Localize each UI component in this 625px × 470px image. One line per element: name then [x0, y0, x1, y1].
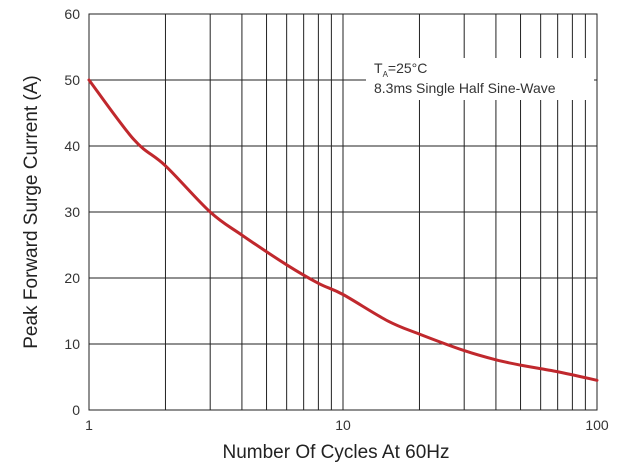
annotation-line-2: 8.3ms Single Half Sine-Wave: [374, 80, 556, 96]
y-tick-label: 0: [72, 402, 80, 418]
y-axis-label: Peak Forward Surge Current (A): [21, 75, 42, 349]
annotation-symbol: T: [374, 60, 383, 76]
x-tick-label: 1: [85, 417, 93, 433]
x-tick-label: 100: [585, 417, 609, 433]
y-tick-label: 10: [64, 336, 80, 352]
x-axis-label: Number Of Cycles At 60Hz: [222, 442, 449, 463]
y-tick-label: 60: [64, 6, 80, 22]
y-tick-label: 50: [64, 72, 80, 88]
annotation-line-1: TA=25°C: [374, 60, 427, 79]
annotation-background: [366, 58, 594, 100]
surge-current-line: [87, 78, 599, 382]
y-tick-label: 20: [64, 270, 80, 286]
series-layer: [87, 78, 599, 382]
y-tick-label: 30: [64, 204, 80, 220]
annotation-box: TA=25°C 8.3ms Single Half Sine-Wave: [366, 58, 594, 100]
x-tick-label: 10: [335, 417, 351, 433]
plot-frame: [88, 13, 598, 411]
annotation-temperature: =25°C: [388, 60, 427, 76]
y-tick-labels: 0 10 20 30 40 50 60: [64, 6, 80, 418]
annotation-subscript: A: [383, 70, 389, 79]
x-tick-labels: 1 10 100: [85, 417, 609, 433]
y-tick-label: 40: [64, 138, 80, 154]
